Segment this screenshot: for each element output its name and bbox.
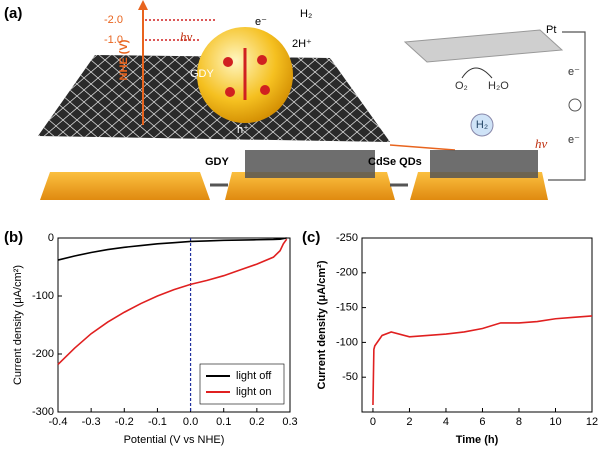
protons: 2H⁺ xyxy=(292,38,312,50)
y-tick-label: -300 xyxy=(32,406,54,418)
substrate xyxy=(410,172,548,200)
pt-label: Pt xyxy=(546,24,556,36)
panel-label: (b) xyxy=(4,229,23,246)
x-tick-label: 2 xyxy=(406,416,412,428)
pt-plate xyxy=(403,29,564,63)
electron: e⁻ xyxy=(568,66,580,78)
level-label: -2.0 xyxy=(104,14,123,26)
y-axis-label: Current density (μA/cm²) xyxy=(316,260,328,389)
x-tick-label: -0.1 xyxy=(148,416,167,428)
step-label: CdSe QDs xyxy=(368,156,422,168)
data-line xyxy=(57,237,287,261)
data-line xyxy=(57,238,288,366)
o2: O₂ xyxy=(455,80,468,92)
substrate xyxy=(225,172,395,200)
panel-label: (a) xyxy=(4,5,22,22)
plot-frame xyxy=(57,237,291,413)
y-tick-label: -200 xyxy=(32,348,54,360)
circuit xyxy=(548,31,586,181)
gdy-label: GDY xyxy=(190,68,215,80)
x-tick-label: 10 xyxy=(549,416,561,428)
h2: H₂ xyxy=(300,8,312,20)
x-axis-label: Potential (V vs NHE) xyxy=(124,434,225,446)
x-tick-label: -0.3 xyxy=(82,416,101,428)
h2: H₂ xyxy=(476,119,488,131)
atom xyxy=(225,87,235,97)
x-tick-label: 6 xyxy=(479,416,485,428)
x-tick-label: -0.2 xyxy=(115,416,134,428)
photon: hν xyxy=(535,136,548,151)
atom xyxy=(257,55,267,65)
x-tick-label: 4 xyxy=(443,416,449,428)
arrow xyxy=(138,0,148,10)
gdy-film xyxy=(430,150,538,178)
legend-box xyxy=(199,363,285,405)
step-label: GDY xyxy=(205,156,230,168)
y-axis-label: Current density (μA/cm²) xyxy=(12,265,24,385)
x-tick-label: 0.1 xyxy=(216,416,231,428)
x-tick-label: 0.3 xyxy=(282,416,297,428)
y-tick-label: -50 xyxy=(342,371,358,383)
x-tick-label: 8 xyxy=(516,416,522,428)
nhe-label: NHE (V) xyxy=(118,39,130,80)
y-tick-label: -100 xyxy=(336,336,358,348)
photon: hν xyxy=(180,29,193,44)
atom xyxy=(260,85,270,95)
x-axis-label: Time (h) xyxy=(456,434,499,446)
atom xyxy=(223,57,233,67)
bubble xyxy=(470,113,494,137)
electron: e⁻ xyxy=(255,16,267,28)
panel-label: (c) xyxy=(302,229,320,246)
plot-frame xyxy=(361,237,593,413)
legend-label: light off xyxy=(236,370,272,382)
x-tick-label: -0.4 xyxy=(49,416,68,428)
y-tick-label: -250 xyxy=(336,232,358,244)
y-tick-label: -100 xyxy=(32,290,54,302)
electron: e⁻ xyxy=(568,134,580,146)
h2o: H₂O xyxy=(488,80,509,92)
y-tick-label: -150 xyxy=(336,302,358,314)
level-label: -1.0 xyxy=(104,34,123,46)
meter xyxy=(568,98,582,112)
x-tick-label: 0.2 xyxy=(249,416,264,428)
x-tick-label: 12 xyxy=(586,416,598,428)
x-tick-label: 0 xyxy=(370,416,376,428)
legend-label: light on xyxy=(236,386,271,398)
substrate xyxy=(40,172,210,200)
y-tick-label: 0 xyxy=(48,232,54,244)
x-tick-label: 0.0 xyxy=(183,416,198,428)
data-line xyxy=(372,315,593,406)
arrow xyxy=(389,144,456,151)
hole: h⁺ xyxy=(237,124,249,136)
gdy-film xyxy=(245,150,375,178)
y-tick-label: -200 xyxy=(336,267,358,279)
arrow xyxy=(461,67,493,79)
